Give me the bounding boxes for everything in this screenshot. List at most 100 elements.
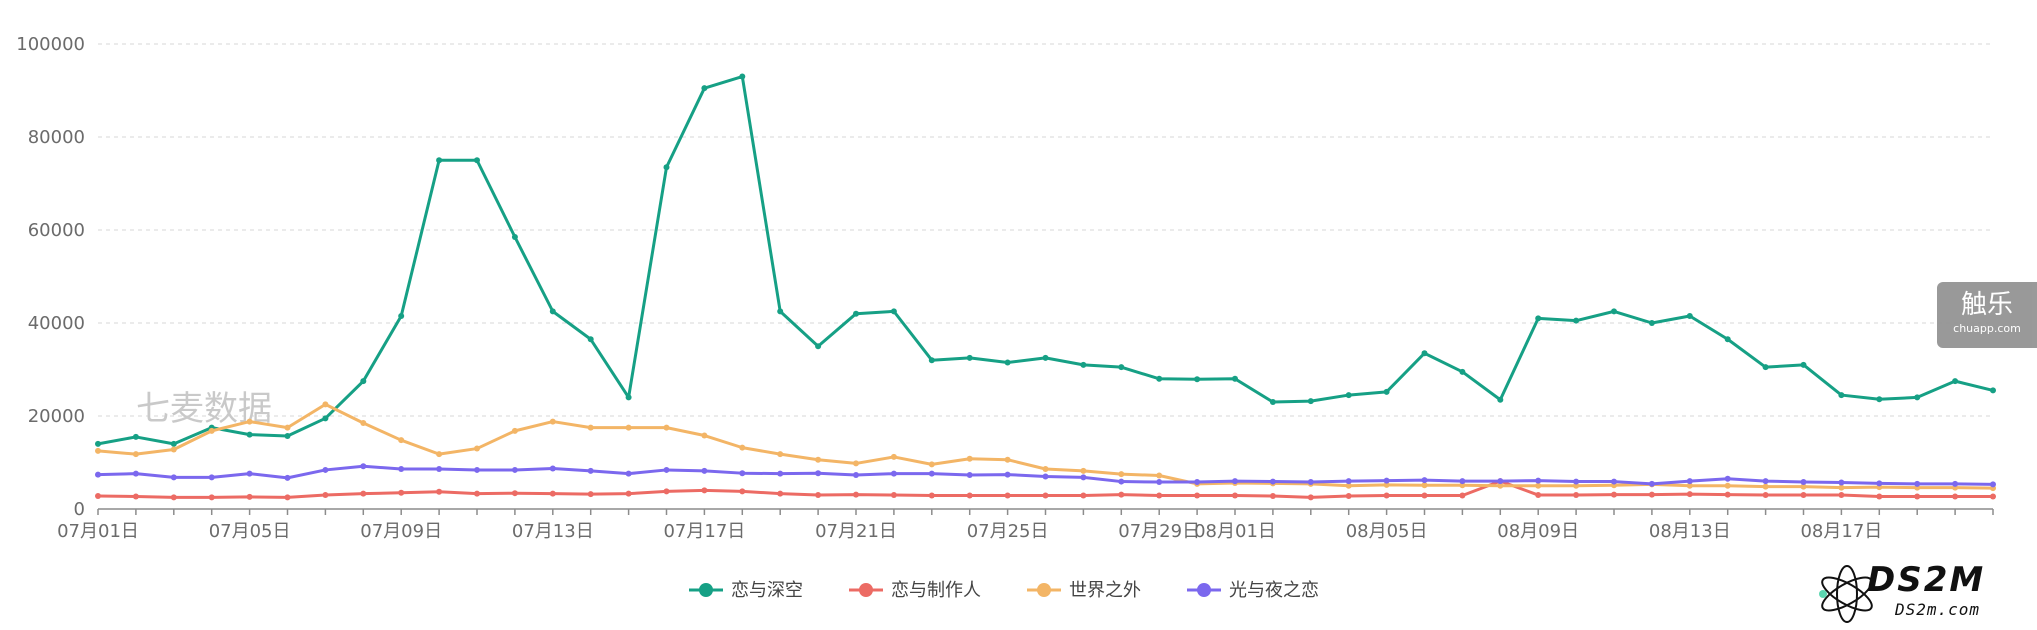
data-point [587, 336, 594, 343]
data-point [853, 310, 859, 317]
legend-dot-icon [699, 583, 713, 597]
data-point [701, 432, 708, 439]
data-point [1004, 359, 1011, 366]
data-point [1004, 456, 1011, 463]
data-point [208, 474, 215, 481]
ds2m-title: DS2M [1867, 560, 1986, 600]
y-tick-label: 80000 [28, 127, 85, 148]
data-point [663, 488, 670, 495]
data-point [132, 433, 139, 440]
data-point [1573, 492, 1580, 499]
data-point [1762, 478, 1769, 485]
data-point [701, 85, 708, 92]
x-tick-label: 08月13日 [1649, 521, 1731, 542]
data-point [1269, 478, 1276, 485]
data-point [1345, 478, 1352, 485]
data-point [1724, 482, 1731, 489]
data-point [284, 432, 291, 439]
data-point [1876, 493, 1883, 500]
data-point [284, 474, 291, 481]
data-point [132, 493, 139, 500]
grid-lines [98, 43, 1993, 417]
legend-item[interactable]: 世界之外 [1027, 580, 1141, 601]
data-point [1156, 472, 1163, 479]
x-tick-label: 07月17日 [663, 521, 745, 542]
data-point [398, 313, 405, 320]
data-point [928, 461, 935, 468]
data-point [1194, 376, 1201, 383]
data-point [777, 308, 784, 315]
data-point [1194, 492, 1201, 499]
data-point [436, 466, 443, 473]
data-point [1952, 378, 1959, 385]
legend-item[interactable]: 恋与深空 [689, 579, 803, 601]
data-point [549, 308, 556, 315]
data-point [890, 453, 897, 460]
data-point [1383, 492, 1390, 499]
data-point [815, 343, 822, 350]
x-tick-label: 07月13日 [512, 521, 594, 542]
data-point [625, 470, 632, 477]
legend-dot-icon [1037, 583, 1051, 597]
data-point [398, 489, 405, 496]
data-point [474, 466, 480, 473]
data-point [208, 494, 215, 501]
data-point [1648, 480, 1655, 487]
y-tick-label: 0 [74, 499, 85, 520]
data-point [95, 492, 101, 499]
data-point [1269, 399, 1276, 406]
data-point [1611, 478, 1617, 485]
data-point [1307, 494, 1314, 501]
data-point [1421, 477, 1428, 484]
data-point [1345, 392, 1352, 399]
data-point [246, 418, 253, 425]
data-point [663, 424, 670, 431]
data-point [549, 465, 556, 472]
data-point [360, 419, 367, 426]
data-point [360, 463, 367, 470]
data-point [1194, 479, 1201, 486]
legend: 恋与深空 恋与制作人 世界之外 光与夜之恋 [689, 579, 1319, 601]
data-point [1535, 477, 1542, 484]
x-tick-label: 07月25日 [967, 521, 1049, 542]
data-point [1952, 480, 1959, 487]
data-point [95, 471, 101, 478]
data-point [1042, 492, 1049, 499]
data-point [1004, 471, 1011, 478]
data-point [170, 474, 177, 481]
data-point [360, 490, 367, 497]
data-point [890, 470, 897, 477]
data-point [1042, 473, 1049, 480]
data-point [1497, 482, 1504, 489]
data-point [549, 490, 556, 497]
data-point [1232, 492, 1238, 499]
data-point [549, 418, 556, 425]
y-tick-label: 100000 [16, 34, 85, 55]
data-point [1459, 482, 1466, 489]
legend-item[interactable]: 恋与制作人 [849, 579, 981, 601]
legend-item[interactable]: 光与夜之恋 [1187, 579, 1319, 601]
data-point [1307, 398, 1314, 405]
data-point [132, 451, 139, 458]
data-point [701, 487, 708, 494]
data-point [246, 493, 253, 500]
data-point [1686, 478, 1693, 485]
data-point [436, 488, 443, 495]
data-point [1080, 467, 1087, 474]
data-point [511, 466, 518, 473]
data-point [1156, 492, 1163, 499]
data-point [511, 427, 518, 434]
data-point [966, 492, 973, 499]
legend-dot-icon [859, 583, 873, 597]
data-point [928, 492, 935, 499]
data-point [1345, 492, 1352, 499]
data-point [1648, 320, 1655, 326]
x-tick-label: 08月09日 [1497, 521, 1579, 542]
series-2 [95, 478, 1996, 501]
data-point [1952, 493, 1959, 500]
data-point [1611, 308, 1617, 315]
data-point [739, 488, 746, 495]
x-tick-label: 08月01日 [1194, 521, 1276, 542]
data-point [322, 466, 329, 473]
data-point [1648, 491, 1655, 498]
